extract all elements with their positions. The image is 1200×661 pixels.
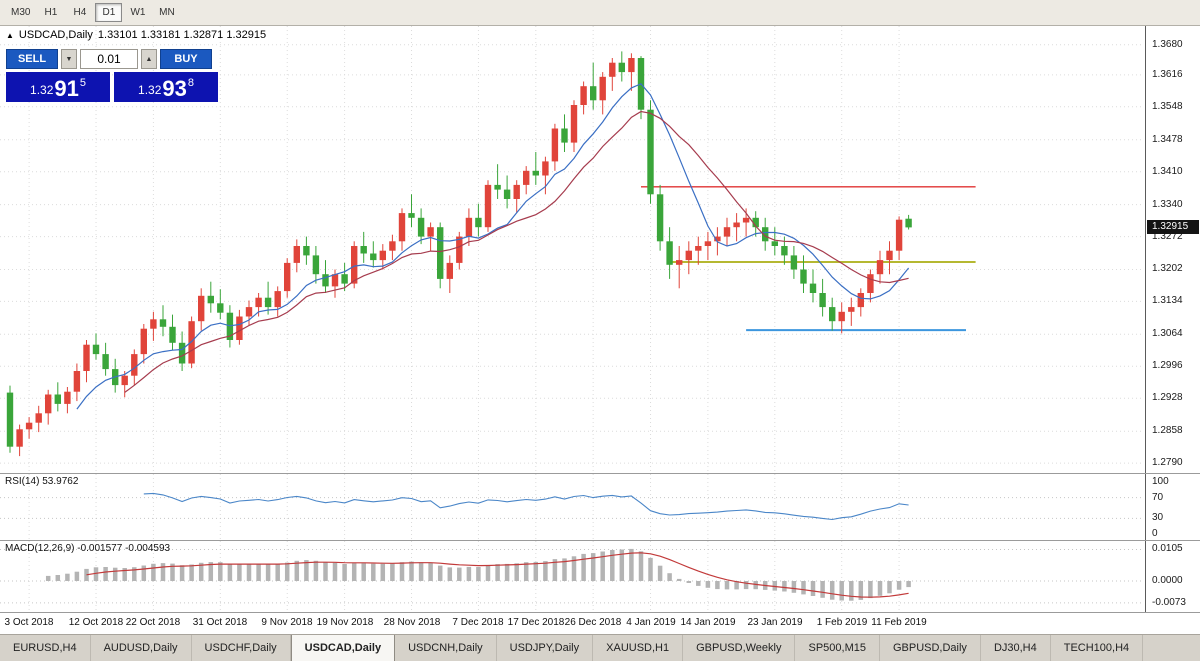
price-axis-label: 1.3202 xyxy=(1152,263,1183,274)
timeframe-button-w1[interactable]: W1 xyxy=(124,3,151,22)
sell-price-pips: 91 xyxy=(54,76,79,101)
price-axis-label: 1.3064 xyxy=(1152,328,1183,339)
timeframe-button-h4[interactable]: H4 xyxy=(66,3,93,22)
price-axis-label: 1.3134 xyxy=(1152,295,1183,306)
chart-tab-bar: EURUSD,H4 AUDUSD,Daily USDCHF,Daily USDCAD,… xyxy=(0,634,1200,661)
one-click-trading-widget: SELL ▼ 0.01 ▲ BUY 1.32 91 5 1.32 93 8 xyxy=(6,49,218,102)
price-axis-label: 1.3548 xyxy=(1152,101,1183,112)
chart-tab-tech100-h4[interactable]: TECH100,H4 xyxy=(1051,635,1144,661)
price-axis-label: 1.3272 xyxy=(1152,231,1183,242)
timeframe-toolbar: M30 H1 H4 D1 W1 MN xyxy=(0,0,1200,26)
macd-axis-label: 0.0105 xyxy=(1152,543,1183,554)
date-axis[interactable]: 3 Oct 2018 12 Oct 2018 22 Oct 2018 31 Oct 2… xyxy=(0,613,1200,634)
timeframe-button-mn[interactable]: MN xyxy=(153,3,180,22)
date-axis-label: 7 Dec 2018 xyxy=(452,617,504,628)
price-axis-label: 1.3680 xyxy=(1152,39,1183,50)
timeframe-button-h1[interactable]: H1 xyxy=(37,3,64,22)
price-axis-label: 1.3410 xyxy=(1152,166,1183,177)
sell-price-button[interactable]: 1.32 91 5 xyxy=(6,72,110,102)
price-axis-label: 1.3616 xyxy=(1152,69,1183,80)
date-axis-label: 28 Nov 2018 xyxy=(383,617,441,628)
chart-tab-usdjpy-daily[interactable]: USDJPY,Daily xyxy=(497,635,594,661)
buy-price-prefix: 1.32 xyxy=(138,83,162,97)
macd-axis: 0.0105 0.0000 -0.0073 xyxy=(1145,541,1200,612)
price-axis-label: 1.3340 xyxy=(1152,199,1183,210)
date-axis-label: 1 Feb 2019 xyxy=(816,617,868,628)
chart-tab-audusd-daily[interactable]: AUDUSD,Daily xyxy=(91,635,192,661)
sell-price-point: 5 xyxy=(79,77,86,89)
rsi-axis-label: 100 xyxy=(1152,476,1169,487)
date-axis-label: 12 Oct 2018 xyxy=(68,617,124,628)
buy-price-pips: 93 xyxy=(162,76,187,101)
price-axis-label: 1.2996 xyxy=(1152,360,1183,371)
volume-decrease-icon[interactable]: ▼ xyxy=(61,49,77,69)
chart-tab-gbpusd-daily[interactable]: GBPUSD,Daily xyxy=(880,635,981,661)
price-axis-label: 1.2790 xyxy=(1152,457,1183,468)
rsi-axis-label: 30 xyxy=(1152,512,1164,523)
chart-tab-xauusd-h1[interactable]: XAUUSD,H1 xyxy=(593,635,684,661)
macd-axis-label: 0.0000 xyxy=(1152,575,1183,586)
chart-tab-eurusd-h4[interactable]: EURUSD,H4 xyxy=(0,635,91,661)
main-chart-plot[interactable]: ▲ USDCAD,Daily 1.33101 1.33181 1.32871 1… xyxy=(0,26,1145,473)
date-axis-label: 11 Feb 2019 xyxy=(871,617,927,628)
symbol-ohlc-line: ▲ USDCAD,Daily 1.33101 1.33181 1.32871 1… xyxy=(6,29,266,41)
chart-tab-sp500-m15[interactable]: SP500,M15 xyxy=(795,635,880,661)
rsi-axis: 100 70 30 0 xyxy=(1145,474,1200,540)
date-axis-label: 26 Dec 2018 xyxy=(564,617,622,628)
rsi-label: RSI(14) 53.9762 xyxy=(5,476,79,487)
buy-button[interactable]: BUY xyxy=(160,49,212,69)
macd-axis-label: -0.0073 xyxy=(1152,597,1186,608)
rsi-axis-label: 70 xyxy=(1152,492,1164,503)
timeframe-button-m30[interactable]: M30 xyxy=(6,3,35,22)
buy-price-button[interactable]: 1.32 93 8 xyxy=(114,72,218,102)
sell-price-prefix: 1.32 xyxy=(30,83,54,97)
date-axis-label: 22 Oct 2018 xyxy=(125,617,181,628)
price-axis-label: 1.2928 xyxy=(1152,392,1183,403)
symbol-label: USDCAD,Daily xyxy=(18,29,93,41)
chart-tab-dj30-h4[interactable]: DJ30,H4 xyxy=(981,635,1051,661)
macd-plot[interactable]: MACD(12,26,9) -0.001577 -0.004593 xyxy=(0,541,1145,612)
macd-canvas[interactable] xyxy=(0,541,1144,612)
chart-tab-gbpusd-weekly[interactable]: GBPUSD,Weekly xyxy=(683,635,796,661)
date-axis-label: 23 Jan 2019 xyxy=(747,617,803,628)
date-axis-label: 4 Jan 2019 xyxy=(626,617,676,628)
date-axis-label: 17 Dec 2018 xyxy=(507,617,565,628)
macd-label: MACD(12,26,9) -0.001577 -0.004593 xyxy=(5,543,171,554)
date-axis-label: 3 Oct 2018 xyxy=(4,617,54,628)
chart-tab-usdchf-daily[interactable]: USDCHF,Daily xyxy=(192,635,291,661)
chart-direction-icon: ▲ xyxy=(6,30,14,40)
macd-pane: MACD(12,26,9) -0.001577 -0.004593 0.0105… xyxy=(0,541,1200,612)
volume-increase-icon[interactable]: ▲ xyxy=(141,49,157,69)
timeframe-button-d1[interactable]: D1 xyxy=(95,3,123,22)
chart-tab-usdcnh-daily[interactable]: USDCNH,Daily xyxy=(395,635,497,661)
buy-price-point: 8 xyxy=(187,77,194,89)
main-chart-pane: ▲ USDCAD,Daily 1.33101 1.33181 1.32871 1… xyxy=(0,26,1200,473)
main-chart-canvas[interactable] xyxy=(0,26,1144,473)
rsi-pane: RSI(14) 53.9762 100 70 30 0 xyxy=(0,474,1200,540)
pane-separator[interactable] xyxy=(0,612,1200,613)
date-axis-label: 9 Nov 2018 xyxy=(261,617,313,628)
date-axis-label: 19 Nov 2018 xyxy=(316,617,374,628)
rsi-canvas[interactable] xyxy=(0,474,1144,540)
date-axis-label: 14 Jan 2019 xyxy=(680,617,736,628)
rsi-axis-label: 0 xyxy=(1152,528,1158,539)
price-axis[interactable]: 1.3680 1.3616 1.3548 1.3478 1.3410 1.3340 1.32… xyxy=(1145,26,1200,473)
current-price-badge: 1.32915 xyxy=(1147,220,1199,234)
pane-separator[interactable] xyxy=(0,540,1200,541)
volume-input[interactable]: 0.01 xyxy=(80,49,138,69)
pane-separator[interactable] xyxy=(0,473,1200,474)
ohlc-values: 1.33101 1.33181 1.32871 1.32915 xyxy=(97,29,267,41)
sell-button[interactable]: SELL xyxy=(6,49,58,69)
chart-tab-usdcad-daily[interactable]: USDCAD,Daily xyxy=(290,635,396,661)
price-axis-label: 1.2858 xyxy=(1152,425,1183,436)
date-axis-label: 31 Oct 2018 xyxy=(192,617,248,628)
rsi-plot[interactable]: RSI(14) 53.9762 xyxy=(0,474,1145,540)
price-axis-label: 1.3478 xyxy=(1152,134,1183,145)
